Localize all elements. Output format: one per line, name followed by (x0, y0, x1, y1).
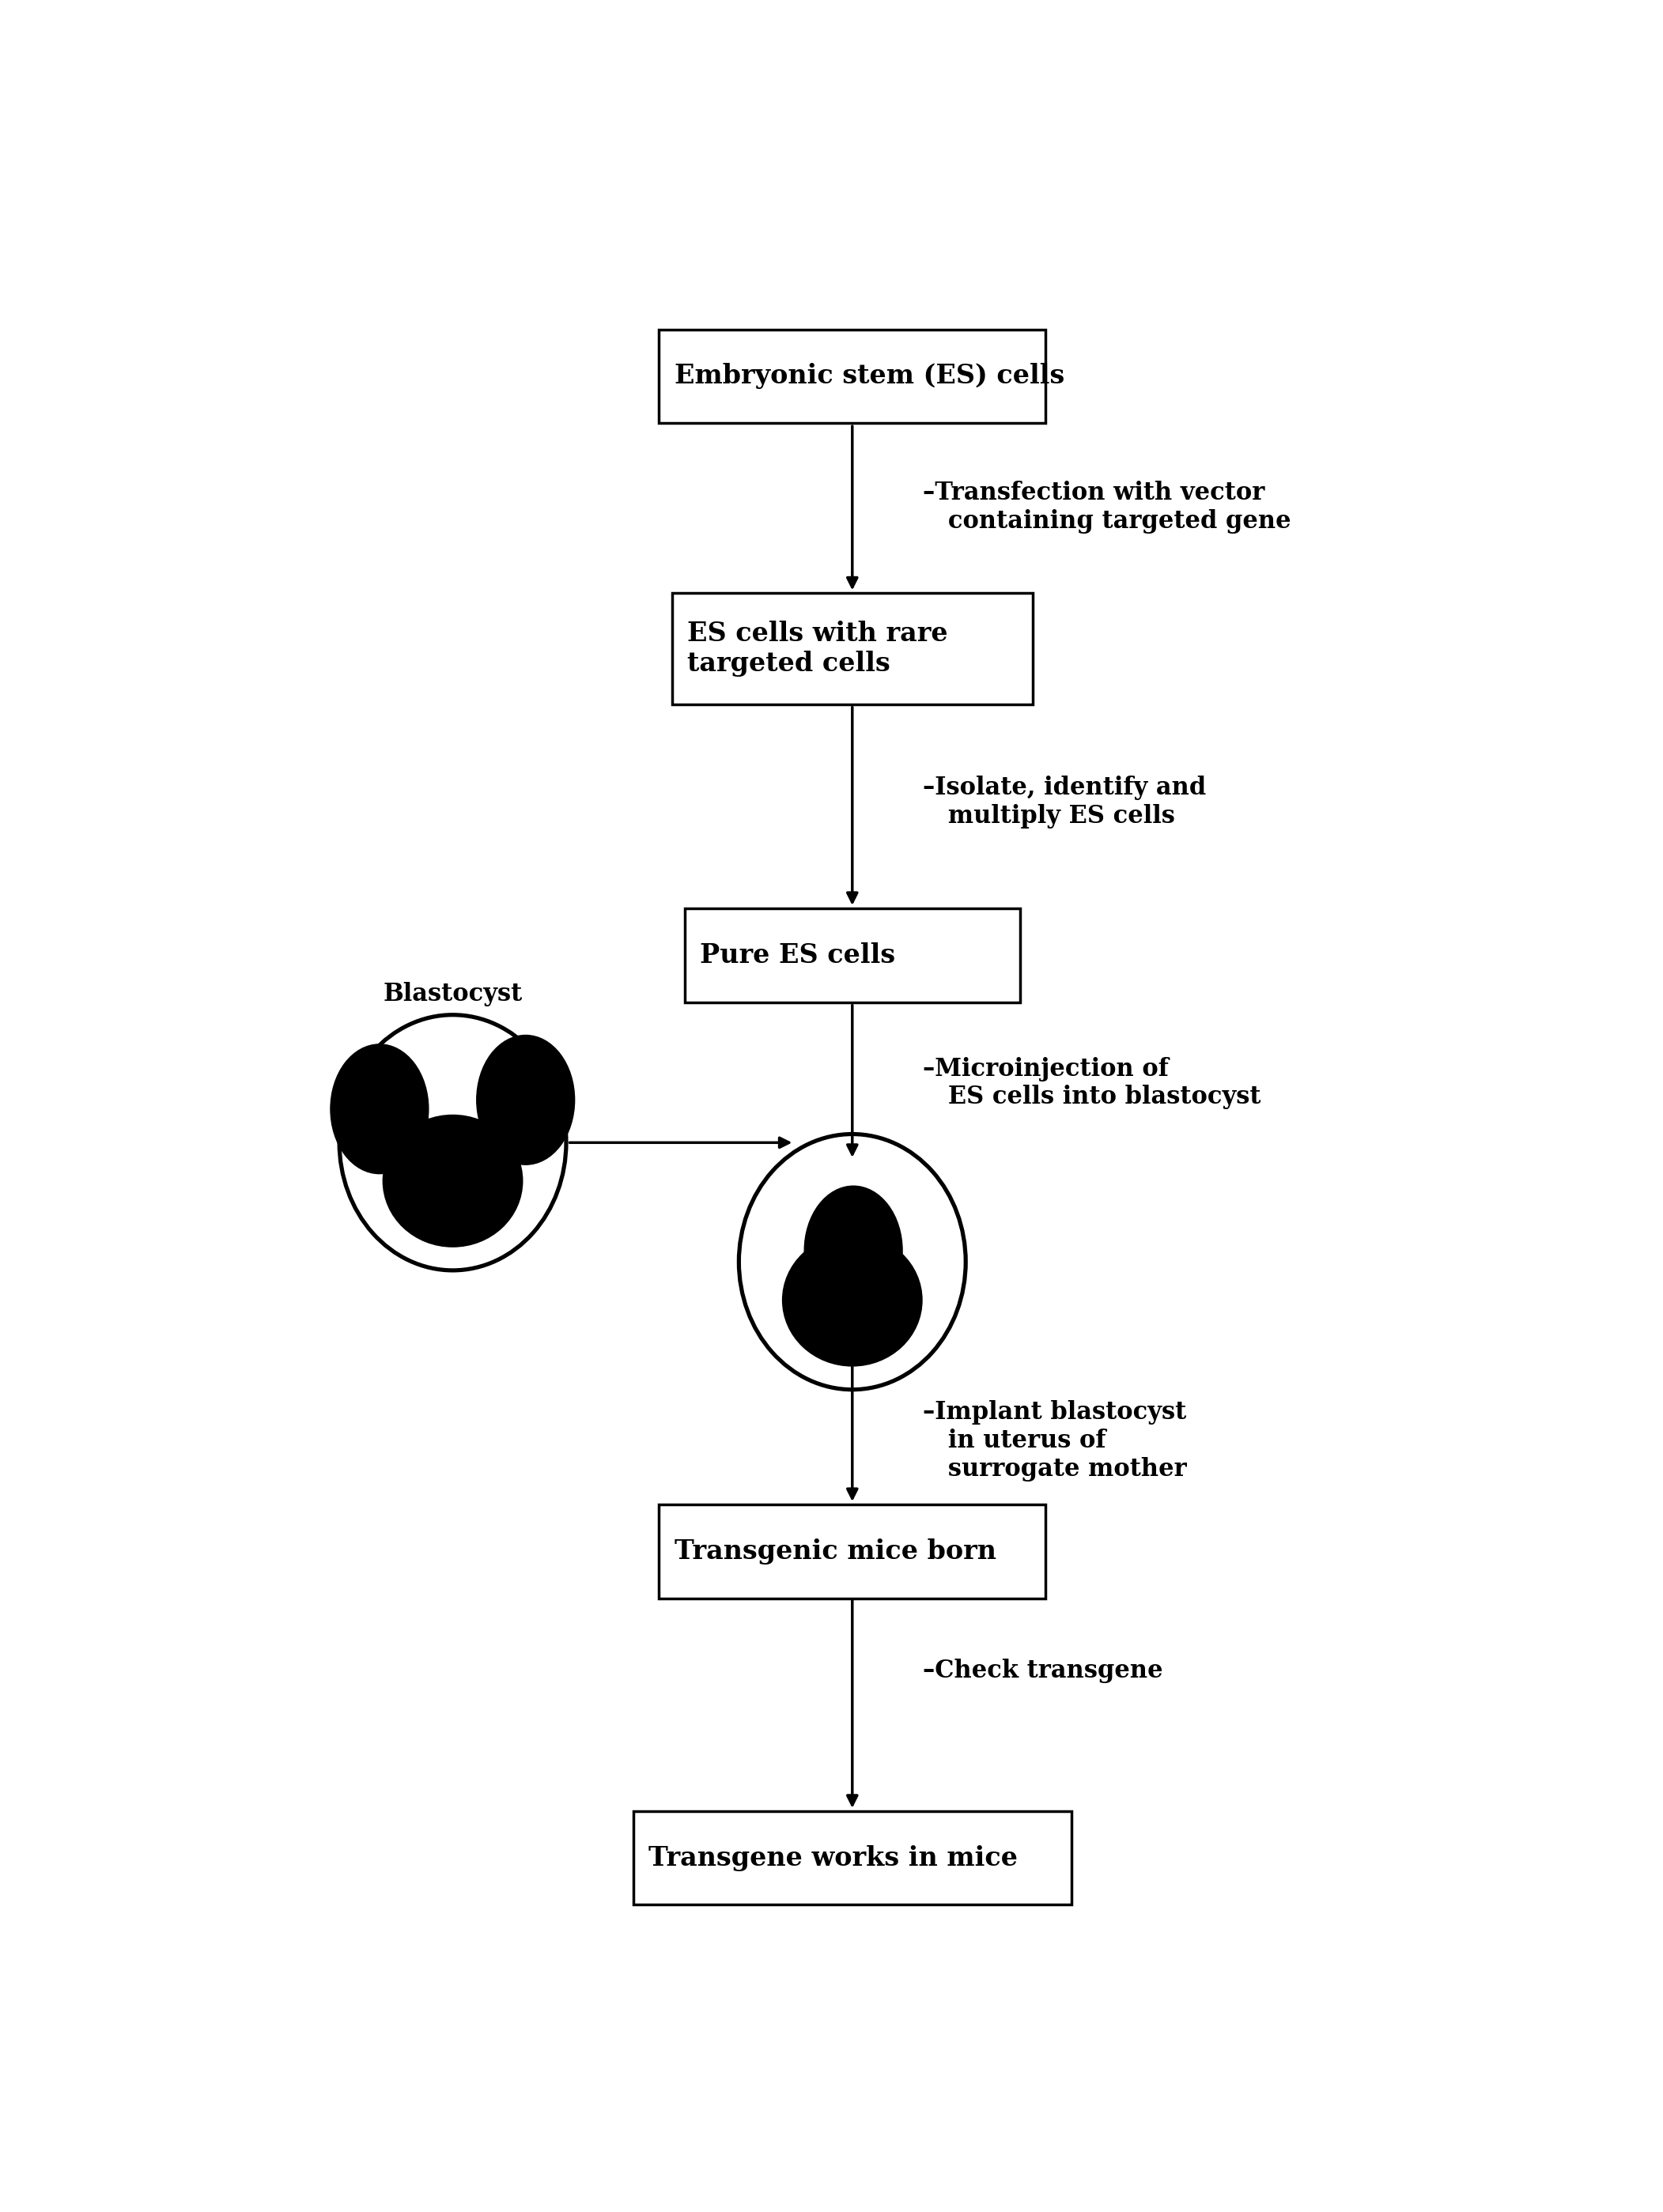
Text: –Transfection with vector
   containing targeted gene: –Transfection with vector containing tar… (923, 480, 1292, 533)
Ellipse shape (812, 1287, 881, 1340)
Text: –Isolate, identify and
   multiply ES cells: –Isolate, identify and multiply ES cells (923, 776, 1206, 827)
Ellipse shape (782, 1234, 923, 1367)
Text: Embryonic stem (ES) cells: Embryonic stem (ES) cells (675, 363, 1064, 389)
Text: –Implant blastocyst
   in uterus of
   surrogate mother: –Implant blastocyst in uterus of surroga… (923, 1400, 1187, 1482)
Ellipse shape (738, 1135, 966, 1389)
Ellipse shape (424, 1135, 481, 1181)
Text: Blastocyst: Blastocyst (382, 982, 522, 1006)
Ellipse shape (437, 1146, 502, 1197)
Circle shape (477, 1035, 575, 1166)
Ellipse shape (382, 1115, 524, 1248)
FancyBboxPatch shape (659, 330, 1046, 422)
FancyBboxPatch shape (659, 1504, 1046, 1599)
FancyBboxPatch shape (685, 909, 1019, 1002)
Text: Transgene works in mice: Transgene works in mice (649, 1845, 1018, 1871)
Text: ES cells with rare
targeted cells: ES cells with rare targeted cells (687, 622, 948, 677)
FancyBboxPatch shape (672, 593, 1033, 703)
Ellipse shape (412, 1168, 482, 1221)
Ellipse shape (339, 1015, 565, 1270)
Text: –Microinjection of
   ES cells into blastocyst: –Microinjection of ES cells into blastoc… (923, 1057, 1261, 1110)
Circle shape (331, 1044, 429, 1175)
Ellipse shape (800, 1254, 878, 1314)
Ellipse shape (825, 1254, 880, 1301)
Circle shape (805, 1186, 903, 1316)
Text: Pure ES cells: Pure ES cells (700, 942, 896, 969)
Ellipse shape (838, 1265, 901, 1316)
Text: Transgenic mice born: Transgenic mice born (675, 1537, 996, 1564)
Text: –Check transgene: –Check transgene (923, 1659, 1164, 1683)
Ellipse shape (401, 1135, 477, 1194)
FancyBboxPatch shape (634, 1812, 1071, 1905)
